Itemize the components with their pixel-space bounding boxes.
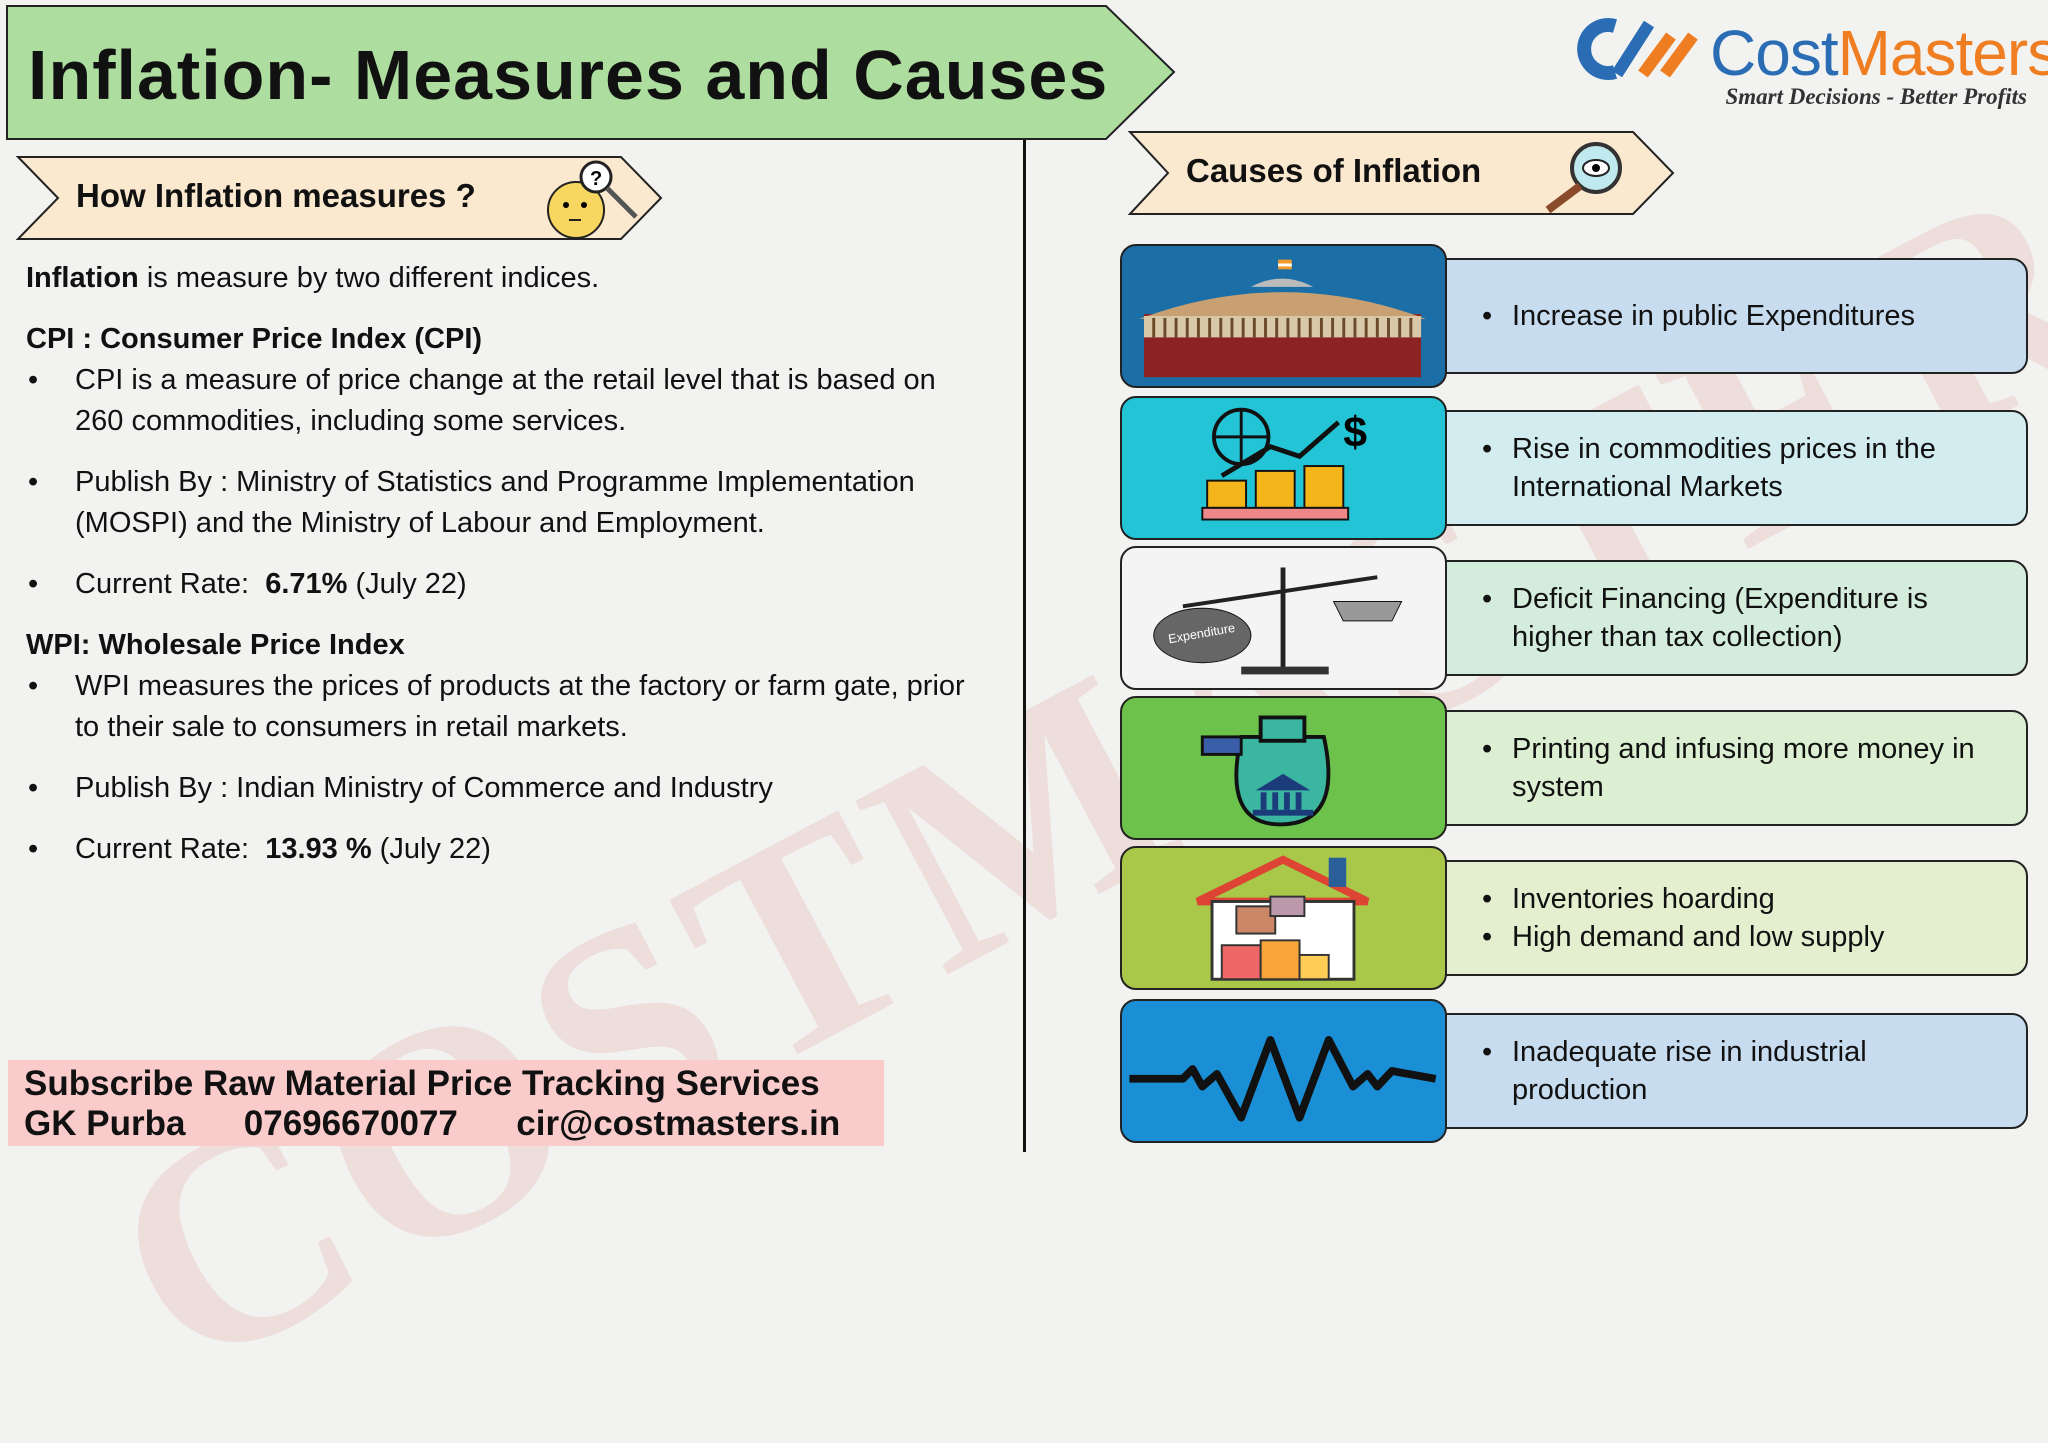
subscribe-footer: Subscribe Raw Material Price Tracking Se… (8, 1060, 884, 1146)
cpi-publisher: Publish By : Ministry of Statistics and … (26, 462, 986, 544)
subscribe-text: Subscribe Raw Material Price Tracking Se… (24, 1064, 820, 1103)
cause-text-box: Increase in public Expenditures (1440, 258, 2028, 374)
cause-text-box: Inadequate rise in industrial production (1440, 1013, 2028, 1129)
eye-magnifier-icon (1545, 142, 1622, 214)
intro-text: Inflation is measure by two different in… (26, 262, 600, 294)
cause-image (1120, 244, 1447, 388)
pulse-wave-icon (1129, 1036, 1437, 1122)
measures-heading: How Inflation measures ? (76, 177, 476, 214)
causes-heading-ribbon: Causes of Inflation (1128, 130, 1676, 216)
cause-text-box: Printing and infusing more money in syst… (1440, 710, 2028, 826)
svg-text:$: $ (1343, 409, 1367, 457)
cause-image (1120, 846, 1447, 990)
cause-text: Inadequate rise in industrial production (1482, 1033, 2006, 1109)
svg-text:?: ? (590, 168, 602, 190)
cause-item: Printing and infusing more money in syst… (1120, 696, 2030, 840)
contact-phone[interactable]: 07696670077 (243, 1104, 458, 1143)
wpi-definition: WPI measures the prices of products at t… (26, 666, 986, 748)
cause-text-box: Rise in commodities prices in the Intern… (1440, 410, 2028, 526)
cause-text-box: Deficit Financing (Expenditure is higher… (1440, 560, 2028, 676)
contact-name: GK Purba (24, 1104, 186, 1143)
cpi-current-rate: Current Rate: 6.71% (July 22) (26, 564, 986, 605)
logo-mark-icon (1577, 18, 1698, 80)
cause-text: Deficit Financing (Expenditure is higher… (1482, 580, 2006, 656)
cause-text: Printing and infusing more money in syst… (1482, 730, 2006, 806)
global-commodities-icon: $ (1201, 407, 1367, 521)
money-bag-icon (1200, 715, 1331, 827)
cause-text: High demand and low supply (1482, 918, 2006, 956)
measures-content: Inflation is measure by two different in… (26, 258, 986, 890)
contact-email[interactable]: cir@costmasters.in (516, 1104, 841, 1143)
vertical-divider (1023, 140, 1026, 1152)
measures-heading-ribbon: ? How Inflation measures ? (16, 155, 666, 241)
logo-tagline: Smart Decisions - Better Profits (1725, 84, 2027, 109)
cause-image: $ (1120, 396, 1447, 540)
warehouse-icon (1195, 855, 1370, 981)
page-title: Inflation- Measures and Causes (28, 36, 1109, 114)
confused-face-magnifier-icon: ? (547, 160, 638, 239)
wpi-publisher: Publish By : Indian Ministry of Commerce… (26, 768, 986, 809)
cpi-definition: CPI is a measure of price change at the … (26, 360, 986, 442)
title-banner: Inflation- Measures and Causes (6, 5, 1176, 140)
cause-item: Inventories hoardingHigh demand and low … (1120, 846, 2030, 990)
cause-text: Increase in public Expenditures (1482, 297, 2006, 335)
wpi-current-rate: Current Rate: 13.93 % (July 22) (26, 829, 986, 870)
causes-heading: Causes of Inflation (1186, 152, 1482, 189)
cause-item: $ Rise in commodities prices in the Inter… (1120, 396, 2030, 540)
wpi-heading: WPI: Wholesale Price Index (26, 629, 405, 661)
cause-item: Inadequate rise in industrial production (1120, 999, 2030, 1143)
cause-text: Rise in commodities prices in the Intern… (1482, 430, 2006, 506)
balance-scale-icon: Expenditure (1153, 567, 1403, 675)
cause-item: Increase in public Expenditures (1120, 244, 2030, 388)
cpi-heading: CPI : Consumer Price Index (CPI) (26, 323, 483, 355)
logo-name: CostMasters (1710, 17, 2048, 89)
cause-text-box: Inventories hoardingHigh demand and low … (1440, 860, 2028, 976)
cause-item: Expenditure Deficit Financing (Expenditur… (1120, 546, 2030, 690)
cause-image (1120, 696, 1447, 840)
costmasters-logo: CostMasters Smart Decisions - Better Pro… (1565, 14, 2048, 114)
cause-image (1120, 999, 1447, 1143)
parliament-icon (1139, 259, 1426, 378)
cause-image: Expenditure (1120, 546, 1447, 690)
cause-text: Inventories hoarding (1482, 880, 2006, 918)
